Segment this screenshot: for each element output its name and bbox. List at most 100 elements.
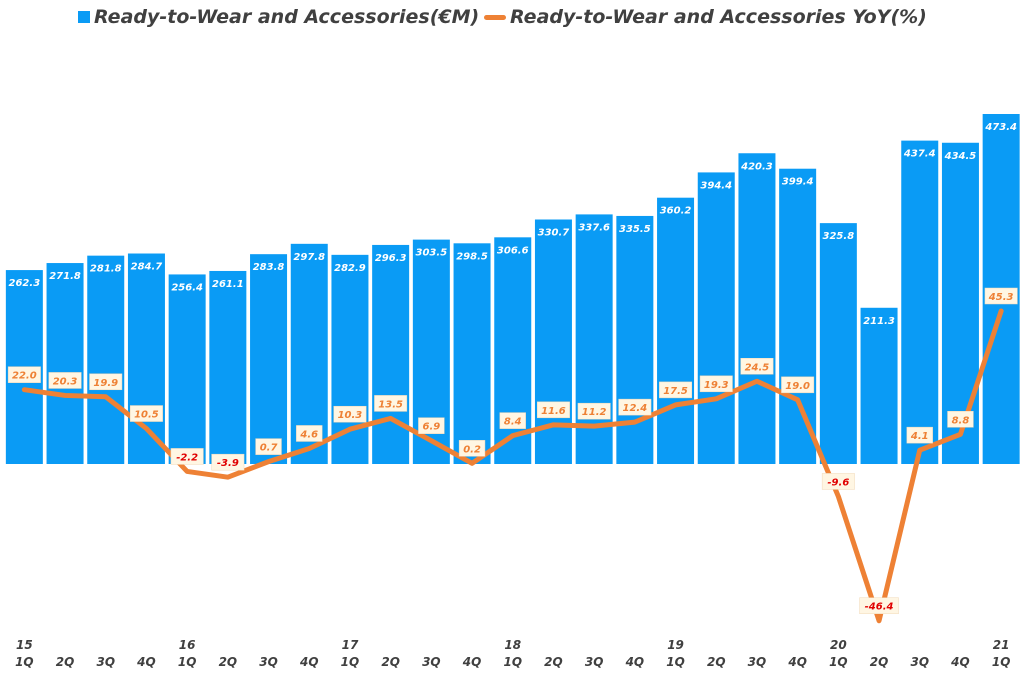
legend-item-line: Ready-to-Wear and Accessories YoY(%) [484,6,927,28]
line-label-box [537,401,570,419]
line-label-box [458,440,486,457]
bar [127,253,165,464]
bar-value-label: 399.4 [782,177,814,188]
line-value-label: 45.3 [988,292,1014,303]
x-tick-label: 1Q [341,655,360,669]
line-value-label: 4.6 [299,429,318,440]
chart-legend: Ready-to-Wear and Accessories(€M) Ready-… [0,6,1024,32]
bar [46,263,84,464]
line-value-label: 19.3 [704,380,729,391]
x-tick-label: 2Q [870,655,889,669]
line-label-box [618,398,652,416]
line-label-box [7,366,41,383]
x-tick-label: 3Q [748,655,767,669]
line-value-label: 10.3 [338,410,363,421]
line-value-label: 13.5 [378,399,403,410]
line-value-label: 12.4 [623,403,648,414]
line-value-label: 19.9 [93,378,118,389]
bar [168,274,206,464]
x-tick-label: 4Q [462,655,482,669]
bar-value-label: 335.5 [619,224,651,235]
bar-value-label: 473.4 [984,122,1017,133]
legend-bar-label: Ready-to-Wear and Accessories(€M) [94,6,480,28]
line-value-label: 11.6 [541,406,566,417]
bar-value-label: 303.5 [416,248,448,259]
legend-line-swatch [484,14,506,20]
bar [697,172,735,464]
bar [453,243,491,464]
bar [657,197,695,464]
bar-value-label: 211.3 [863,316,895,327]
bar-value-label: 296.3 [375,253,407,264]
line-label-box [984,287,1018,305]
line-label-box [296,425,323,442]
line-value-label: 4.1 [910,431,929,442]
bar [738,153,776,465]
x-tick-label: 1Q [178,655,197,669]
x-year-label: 20 [830,638,847,652]
line-value-label: -2.2 [176,452,198,463]
x-tick-label: 3Q [422,655,441,669]
line-label-box [659,381,692,399]
bar-value-label: 325.8 [823,231,855,242]
bar-value-label: 434.5 [944,151,977,162]
bar-series: 262.3 271.8 281.8 284.7 256.4 261.1 283.8 297.8… [5,114,1020,465]
bar-value-label: 298.5 [456,251,488,262]
line-label-box [821,473,855,490]
line-value-label: 20.3 [53,376,78,387]
bar-value-label: 420.3 [740,161,773,172]
x-tick-label: 1Q [15,655,34,669]
bar [616,215,654,464]
bar [860,307,898,464]
line-value-label: 6.9 [422,422,440,433]
line-value-label: 8.8 [952,415,970,426]
bar [941,142,979,464]
bar-value-label: 360.2 [660,206,692,217]
line-label-box [170,448,204,465]
x-tick-label: 4Q [950,655,970,669]
line-value-label: 11.2 [582,407,607,418]
line-value-label: 22.0 [12,371,37,382]
bar-value-label: 262.3 [9,278,41,289]
line-label-box [781,376,815,394]
line-label-box [130,405,163,422]
line-value-label: 8.4 [504,417,522,428]
legend-line-label: Ready-to-Wear and Accessories YoY(%) [510,6,927,28]
x-tick-label: 4Q [299,655,319,669]
line-value-label: 24.5 [745,362,770,373]
x-year-label: 19 [667,638,684,652]
x-tick-label: 1Q [503,655,522,669]
line-label-box [947,411,974,428]
x-year-label: 15 [16,638,33,652]
bar [901,140,939,464]
x-tick-label: 4Q [625,655,645,669]
line-label-box [740,358,774,375]
line-value-label: 0.7 [260,443,278,454]
line-label-box [211,453,245,471]
x-tick-label: 3Q [585,655,604,669]
x-tick-label: 4Q [136,655,156,669]
x-year-label: 18 [504,638,521,652]
bar-value-label: 256.4 [171,282,203,293]
legend-item-bar: Ready-to-Wear and Accessories(€M) [78,6,479,28]
bar-value-label: 261.1 [212,279,244,290]
x-tick-label: 4Q [787,655,807,669]
x-tick-label: 3Q [96,655,115,669]
line-label-box [333,405,367,423]
x-tick-label: 1Q [829,655,848,669]
x-tick-label: 1Q [992,655,1011,669]
x-year-label: 21 [993,638,1010,652]
line-label-box [89,373,123,391]
x-tick-label: 3Q [910,655,929,669]
bar-value-label: 284.7 [131,262,163,273]
line-value-label: -3.9 [217,458,239,469]
bar [575,214,613,464]
legend-bar-swatch [78,11,90,23]
x-tick-label: 2Q [56,655,75,669]
bar-value-label: 330.7 [538,228,570,239]
bar [819,223,857,464]
line-value-label: -9.6 [827,477,849,488]
bar-value-label: 394.4 [700,180,732,191]
x-axis: 15 1Q 2Q 3Q 4Q 16 1Q 2Q 3Q 4Q 17 1Q 2Q 3Q 4Q 18 1Q 2Q 3Q 4Q… [15,638,1010,669]
